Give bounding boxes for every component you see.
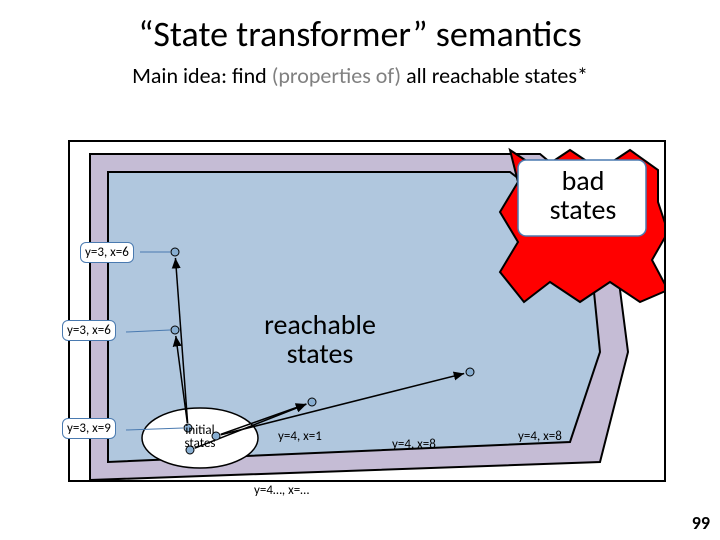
state-label-y4x8: y=4, x=8 (392, 438, 436, 451)
slide-subtitle: Main idea: find (properties of) all reac… (0, 62, 720, 89)
state-box: y=3, x=6 (62, 320, 116, 341)
state-box: y=3, x=6 (80, 242, 134, 263)
state-dot (171, 248, 179, 256)
bad-states-label: badstates (528, 166, 638, 225)
slide-title: “State transformer” semantics (0, 12, 720, 56)
page-number: 99 (692, 512, 710, 534)
subtitle-suffix: all reachable states* (401, 62, 588, 89)
subtitle-prefix: Main idea: find (132, 62, 272, 89)
state-dot (466, 368, 474, 376)
state-dot (171, 326, 179, 334)
state-label-y4x1: y=4, x=1 (278, 430, 322, 443)
subtitle-gray: (properties of) (272, 62, 401, 89)
diagram-frame: badstates reachablestates initialstates … (68, 140, 666, 482)
initial-states-label: initialstates (170, 424, 230, 450)
state-dot (308, 398, 316, 406)
state-label-y4dots: y=4…, x=… (254, 484, 309, 497)
reachable-states-label: reachablestates (240, 310, 400, 369)
state-label-y4x8b: y=4, x=8 (518, 430, 562, 443)
state-box: y=3, x=9 (62, 418, 116, 439)
